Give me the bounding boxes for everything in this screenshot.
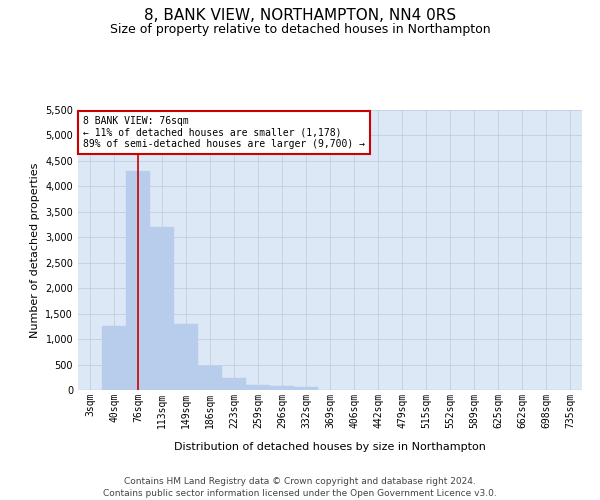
Bar	[246, 385, 270, 390]
Bar	[150, 227, 174, 390]
Text: Contains public sector information licensed under the Open Government Licence v3: Contains public sector information licen…	[103, 489, 497, 498]
Text: Distribution of detached houses by size in Northampton: Distribution of detached houses by size …	[174, 442, 486, 452]
Bar	[198, 366, 222, 390]
Bar	[126, 171, 150, 390]
Bar	[174, 324, 198, 390]
Text: Contains HM Land Registry data © Crown copyright and database right 2024.: Contains HM Land Registry data © Crown c…	[124, 478, 476, 486]
Bar	[270, 386, 294, 390]
Text: 8, BANK VIEW, NORTHAMPTON, NN4 0RS: 8, BANK VIEW, NORTHAMPTON, NN4 0RS	[144, 8, 456, 22]
Bar	[102, 326, 126, 390]
Bar	[222, 378, 246, 390]
Text: 8 BANK VIEW: 76sqm
← 11% of detached houses are smaller (1,178)
89% of semi-deta: 8 BANK VIEW: 76sqm ← 11% of detached hou…	[83, 116, 365, 149]
Bar	[294, 387, 318, 390]
Y-axis label: Number of detached properties: Number of detached properties	[30, 162, 40, 338]
Text: Size of property relative to detached houses in Northampton: Size of property relative to detached ho…	[110, 22, 490, 36]
